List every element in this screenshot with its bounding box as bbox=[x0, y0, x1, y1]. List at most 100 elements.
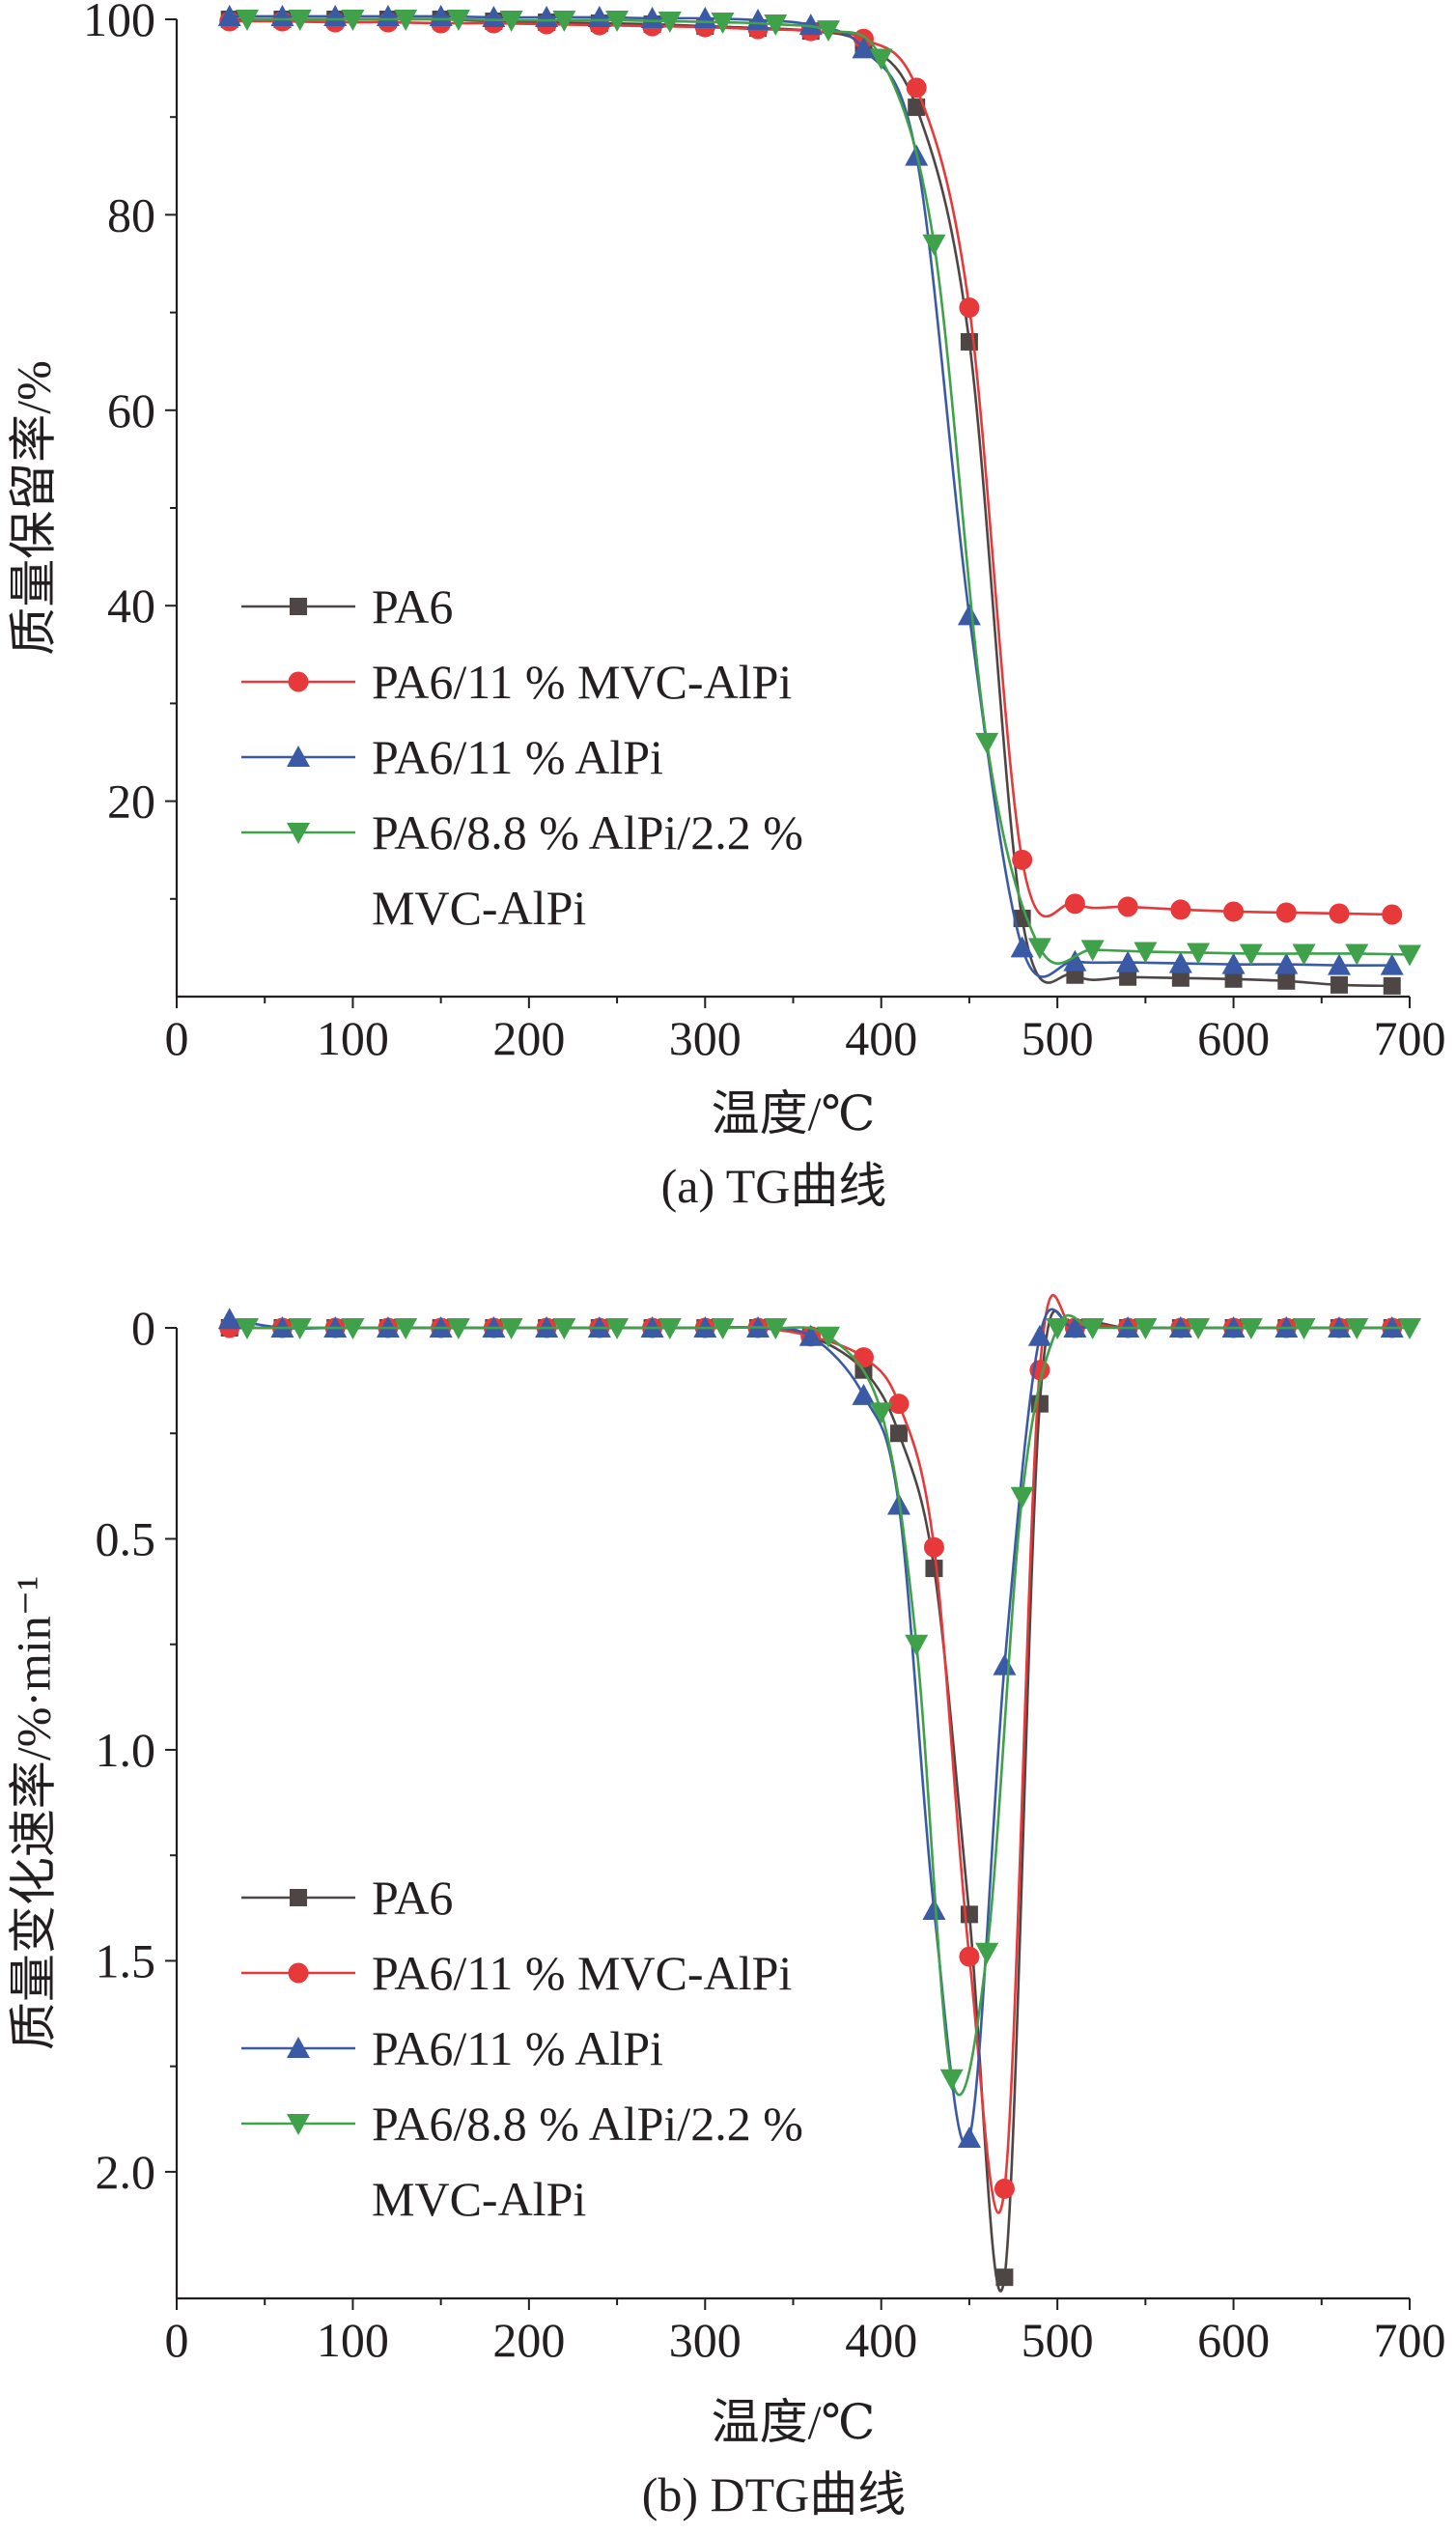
data-point bbox=[587, 5, 611, 27]
x-tick-label: 200 bbox=[492, 2313, 565, 2367]
x-tick-label: 0 bbox=[165, 2313, 189, 2367]
x-tick-label: 500 bbox=[1022, 1011, 1094, 1065]
legend-label: PA6/8.8 % AlPi/2.2 % bbox=[372, 805, 803, 859]
legend-label: PA6/11 % MVC-AlPi bbox=[372, 1946, 792, 2000]
data-point bbox=[993, 1653, 1017, 1676]
y-axis-label: 质量保留率/% bbox=[6, 360, 60, 656]
legend-label: PA6/8.8 % AlPi/2.2 % bbox=[372, 2097, 803, 2151]
data-point bbox=[852, 1383, 876, 1405]
data-point bbox=[957, 2126, 981, 2148]
data-point bbox=[711, 13, 735, 35]
data-point bbox=[394, 10, 418, 31]
legend-marker bbox=[287, 823, 310, 844]
x-tick-label: 100 bbox=[317, 1011, 389, 1065]
legend-label: PA6 bbox=[372, 579, 453, 634]
data-point bbox=[960, 1905, 978, 1924]
data-point bbox=[446, 1318, 470, 1339]
data-point bbox=[535, 5, 559, 27]
chart-caption: (a) TG曲线 bbox=[661, 1159, 887, 1213]
data-point bbox=[640, 6, 664, 28]
data-point bbox=[376, 4, 400, 26]
legend-item: PA6/8.8 % AlPi/2.2 % MVC-AlPi bbox=[241, 805, 803, 935]
data-point bbox=[1277, 972, 1296, 990]
data-point bbox=[908, 99, 926, 117]
data-point bbox=[482, 5, 506, 27]
data-point bbox=[1239, 1318, 1263, 1339]
legend-label: PA6/11 % AlPi bbox=[372, 730, 663, 784]
y-tick-label: 0 bbox=[131, 1301, 155, 1355]
data-point bbox=[1134, 942, 1158, 964]
data-point bbox=[888, 1394, 910, 1415]
data-point bbox=[341, 1318, 365, 1339]
legend-item: PA6/11 % AlPi bbox=[241, 2021, 663, 2075]
data-point bbox=[1223, 901, 1245, 922]
data-point bbox=[1117, 896, 1138, 917]
legend-label: PA6/11 % AlPi bbox=[372, 2021, 663, 2075]
data-point bbox=[922, 234, 946, 256]
x-tick-label: 600 bbox=[1197, 1011, 1270, 1065]
data-point bbox=[1382, 904, 1403, 925]
data-point bbox=[1292, 1318, 1316, 1339]
data-point bbox=[959, 1946, 980, 1967]
series-3 bbox=[235, 1313, 1421, 2097]
y-tick-label: 1.5 bbox=[96, 1933, 156, 1987]
data-point bbox=[552, 11, 576, 33]
data-point bbox=[499, 11, 523, 33]
x-tick-label: 500 bbox=[1022, 2313, 1094, 2367]
data-point bbox=[711, 1318, 735, 1339]
x-tick-label: 600 bbox=[1197, 2313, 1270, 2367]
data-point bbox=[798, 1324, 823, 1346]
data-point bbox=[658, 12, 682, 34]
legend-label-line2: MVC-AlPi bbox=[372, 881, 586, 935]
data-point bbox=[1027, 1324, 1051, 1346]
y-tick-label: 40 bbox=[107, 578, 155, 633]
data-point bbox=[1187, 1318, 1211, 1339]
data-point bbox=[429, 4, 453, 26]
data-point bbox=[605, 11, 630, 33]
series-3 bbox=[235, 10, 1421, 967]
y-tick-label: 1.0 bbox=[96, 1723, 156, 1777]
legend-marker bbox=[287, 2037, 310, 2058]
data-point bbox=[552, 1318, 576, 1339]
data-point bbox=[323, 4, 348, 26]
data-point bbox=[1063, 1316, 1087, 1338]
legend-item: PA6/11 % MVC-AlPi bbox=[241, 1946, 792, 2000]
x-axis-label: 温度/℃ bbox=[712, 1086, 876, 1141]
data-point bbox=[446, 10, 470, 31]
data-point bbox=[816, 20, 840, 42]
legend-label: PA6 bbox=[372, 1871, 453, 1925]
tg-chart-panel: 0 100 200 300 400 500 600 700 20 40 60 80 100 温度/℃ 质量保… bbox=[6, 0, 1445, 1213]
data-point bbox=[1134, 1318, 1158, 1339]
y-tick-label: 2.0 bbox=[96, 2145, 156, 2199]
data-point bbox=[1221, 952, 1246, 974]
data-point bbox=[798, 14, 823, 36]
x-tick-label: 400 bbox=[845, 1011, 917, 1065]
legend: PA6 PA6/11 % MVC-AlPi PA6/11 % AlPi PA6/8.8… bbox=[241, 579, 803, 935]
data-point bbox=[1224, 970, 1243, 988]
data-point bbox=[1012, 849, 1033, 870]
data-point bbox=[1064, 893, 1085, 915]
data-point bbox=[217, 1308, 241, 1330]
legend: PA6 PA6/11 % MVC-AlPi PA6/11 % AlPi PA6/8.8… bbox=[241, 1871, 803, 2226]
data-point bbox=[959, 297, 980, 319]
data-point bbox=[1171, 969, 1190, 987]
legend-marker bbox=[287, 746, 310, 767]
data-point bbox=[869, 1402, 893, 1424]
data-point bbox=[341, 10, 365, 31]
data-point bbox=[925, 1560, 943, 1578]
data-point bbox=[1168, 951, 1192, 973]
legend-item: PA6/11 % AlPi bbox=[241, 730, 663, 784]
data-point bbox=[1398, 1318, 1421, 1339]
data-point bbox=[1080, 940, 1105, 962]
data-point bbox=[816, 1326, 840, 1348]
x-tick-label: 700 bbox=[1374, 2313, 1446, 2367]
data-point bbox=[1119, 968, 1137, 986]
x-tick-label: 300 bbox=[669, 2313, 742, 2367]
axes: 0 100 200 300 400 500 600 700 0 0.5 1.0 1.5 2.0 温度/℃ 质… bbox=[6, 1301, 1445, 2449]
data-point bbox=[906, 77, 927, 99]
dtg-chart-panel: 0 100 200 300 400 500 600 700 0 0.5 1.0 1.5 2.0 温度/℃ 质… bbox=[6, 1293, 1446, 2521]
legend-label-line2: MVC-AlPi bbox=[372, 2172, 586, 2226]
data-point bbox=[975, 1942, 999, 1964]
x-tick-label: 200 bbox=[492, 1011, 565, 1065]
chart-caption: (b) DTG曲线 bbox=[642, 2467, 907, 2521]
